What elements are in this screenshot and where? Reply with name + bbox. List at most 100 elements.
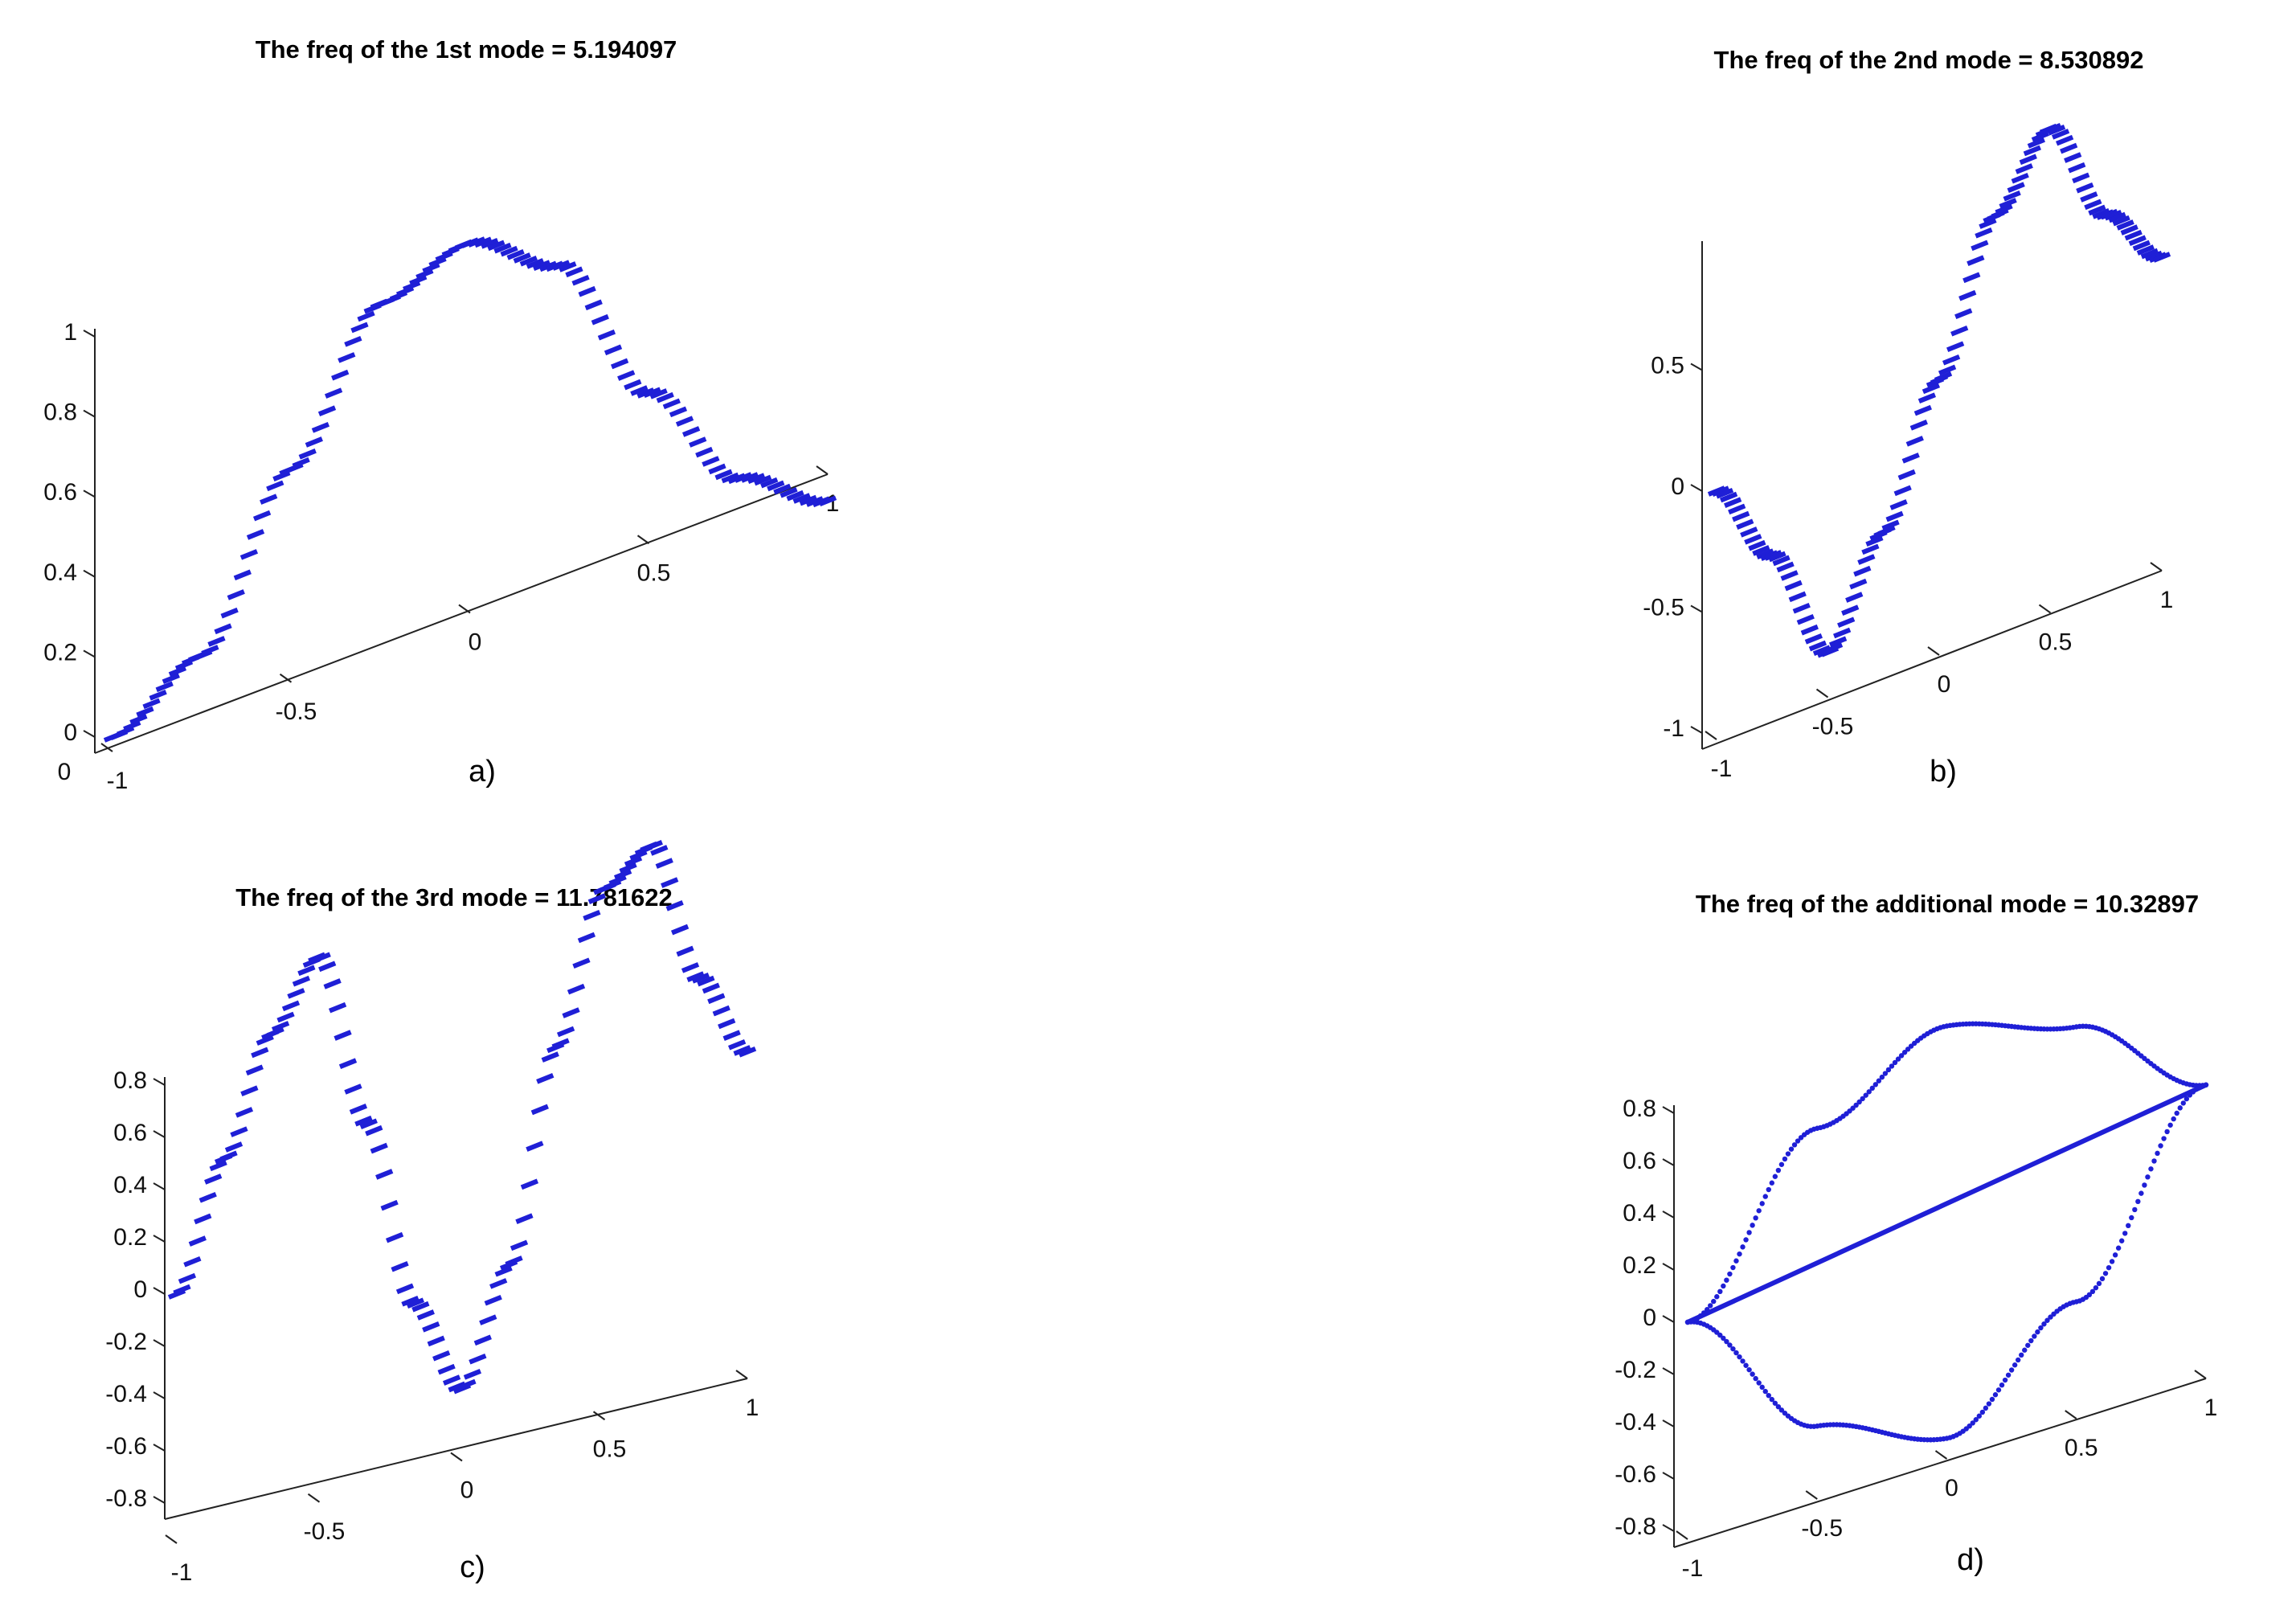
data-point (2068, 162, 2086, 174)
data-point (1897, 469, 1916, 481)
data-point (1913, 404, 1932, 416)
data-point (536, 1073, 555, 1084)
z-tick-label: 0 (133, 1276, 147, 1303)
data-point (661, 877, 679, 888)
data-point (2056, 134, 2074, 146)
data-point (727, 1038, 747, 1051)
data-point (2112, 215, 2130, 227)
data-point (515, 1213, 534, 1224)
data-point (266, 1026, 284, 1038)
data-point (1782, 1156, 1788, 1162)
z-tick-mark (1690, 726, 1703, 734)
data-point (506, 249, 525, 260)
data-point (665, 900, 684, 911)
data-point (1857, 554, 1876, 565)
x-tick-label: 0 (460, 1477, 474, 1504)
data-point (1778, 1161, 1785, 1167)
data-point (1863, 1092, 1868, 1098)
data-point (2041, 1321, 2047, 1327)
data-point (1962, 272, 1981, 284)
z-tick-label: -0.8 (105, 1485, 147, 1512)
data-point (1727, 1271, 1733, 1277)
data-point (2043, 122, 2062, 134)
data-point (1759, 1384, 1765, 1391)
data-point (1784, 580, 1803, 592)
data-point (2120, 224, 2138, 236)
data-point (1764, 550, 1782, 561)
data-point (1879, 1074, 1885, 1080)
data-point (313, 952, 331, 964)
data-point (655, 858, 673, 869)
z-tick-label: 0.8 (113, 1067, 147, 1094)
x-tick-label: -0.5 (1801, 1515, 1843, 1542)
data-point (219, 1150, 238, 1162)
x-tick-mark (450, 1452, 463, 1462)
data-point (541, 1051, 559, 1063)
data-point (2003, 190, 2021, 202)
data-point (1934, 371, 1953, 383)
data-point (281, 1000, 301, 1012)
data-point (251, 1047, 269, 1059)
data-point (317, 405, 337, 416)
data-point (702, 456, 720, 467)
data-point (1711, 485, 1730, 497)
data-point (1728, 503, 1746, 515)
data-point (2008, 1367, 2015, 1373)
z-tick-label: -0.4 (1615, 1409, 1656, 1436)
data-point (714, 469, 733, 481)
data-point (1748, 539, 1766, 551)
data-point (747, 473, 766, 484)
data-point (224, 1141, 244, 1153)
data-point (344, 336, 362, 347)
data-point (2180, 1100, 2186, 1106)
data-point (2106, 1264, 2112, 1271)
data-point (1746, 1366, 1752, 1373)
data-point (1983, 1405, 1989, 1411)
data-point (2122, 1231, 2128, 1236)
data-point (2115, 1245, 2122, 1251)
data-point (375, 1169, 394, 1180)
data-point (1721, 1335, 1726, 1342)
data-point (1866, 1089, 1872, 1095)
data-point (338, 1058, 358, 1069)
series-line (1686, 1083, 2208, 1325)
data-point (1733, 1258, 1739, 1264)
x-tick-label: 0.5 (2039, 629, 2073, 656)
data-point (1954, 308, 1973, 320)
data-point (2005, 1372, 2012, 1378)
data-point (520, 1178, 539, 1190)
data-point (619, 862, 637, 874)
data-point (2084, 199, 2102, 211)
data-point (2135, 1198, 2141, 1205)
data-point (183, 1255, 202, 1268)
data-point (305, 436, 323, 448)
data-point (1762, 1194, 1768, 1199)
data-point (1730, 1346, 1736, 1352)
data-point (246, 529, 265, 540)
depth-axis (1701, 570, 2163, 750)
data-point (1736, 518, 1754, 530)
data-point (406, 1297, 425, 1309)
data-point (519, 255, 538, 267)
z-tick-label: 0.8 (43, 399, 77, 426)
x-tick-mark (592, 1411, 606, 1421)
z-tick-label: -0.4 (105, 1381, 147, 1407)
x-tick-label: -1 (1682, 1555, 1704, 1582)
data-point (1849, 578, 1868, 590)
data-point (1788, 591, 1807, 603)
z-tick-label: 0.6 (43, 479, 77, 506)
data-point (1889, 499, 1908, 510)
data-point (650, 845, 669, 856)
data-point (227, 589, 245, 600)
data-point (1721, 1283, 1726, 1289)
data-point (1724, 1338, 1729, 1345)
data-point (2102, 1271, 2109, 1276)
data-point (214, 623, 232, 635)
data-point (2048, 1314, 2053, 1320)
z-tick-mark (83, 409, 96, 418)
panel-c-curve (167, 840, 757, 1395)
data-point (350, 322, 369, 334)
data-point (689, 436, 707, 448)
x-tick-label: 0 (1945, 1475, 1958, 1501)
data-point (1724, 1277, 1729, 1283)
